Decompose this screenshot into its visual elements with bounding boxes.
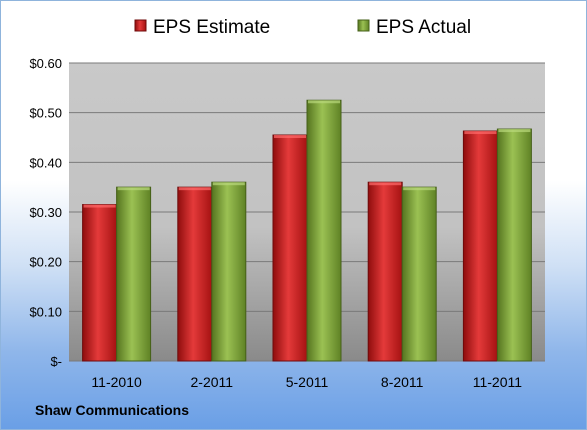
bar-actual-8-2011 [401, 186, 437, 362]
bar-top-highlight [498, 129, 531, 133]
y-tick-label: $0.50 [29, 106, 62, 121]
bar-top-highlight [308, 100, 340, 104]
bar-estimate-11-2011 [462, 130, 498, 362]
bar-top-highlight [369, 182, 402, 186]
bar-top-highlight [83, 204, 116, 208]
bar-top-highlight [178, 187, 211, 191]
bar-actual-11-2010 [116, 186, 152, 362]
x-tick-label: 8-2011 [381, 374, 424, 390]
legend-swatch-actual [357, 19, 370, 32]
bar-estimate-2-2011 [177, 186, 213, 362]
bar-estimate-8-2011 [367, 181, 403, 362]
bar-estimate-5-2011 [272, 134, 308, 362]
bar-actual-11-2011 [496, 128, 532, 362]
company-name: Shaw Communications [35, 402, 190, 418]
x-tick-label: 2-2011 [191, 374, 234, 390]
bar-estimate-11-2010 [82, 204, 118, 362]
y-tick-label: $0.20 [29, 255, 62, 270]
y-tick-label: $- [50, 354, 62, 369]
bar-actual-5-2011 [306, 99, 342, 362]
x-tick-label: 5-2011 [286, 374, 329, 390]
legend-swatch-estimate [134, 19, 147, 32]
bar-top-highlight [464, 131, 497, 135]
bar-top-highlight [274, 135, 306, 139]
x-tick-label: 11-2010 [91, 374, 142, 390]
bar-top-highlight [117, 187, 150, 191]
bar-top-highlight [403, 187, 436, 191]
y-tick-label: $0.40 [29, 155, 62, 170]
y-tick-label: $0.60 [29, 56, 62, 71]
y-tick-label: $0.10 [29, 304, 62, 319]
y-tick-label: $0.30 [29, 205, 62, 220]
x-tick-label: 11-2011 [473, 374, 523, 390]
legend-label-actual: EPS Actual [376, 17, 471, 38]
bar-top-highlight [212, 182, 245, 186]
bar-actual-2-2011 [211, 181, 247, 362]
legend-label-estimate: EPS Estimate [153, 17, 270, 38]
